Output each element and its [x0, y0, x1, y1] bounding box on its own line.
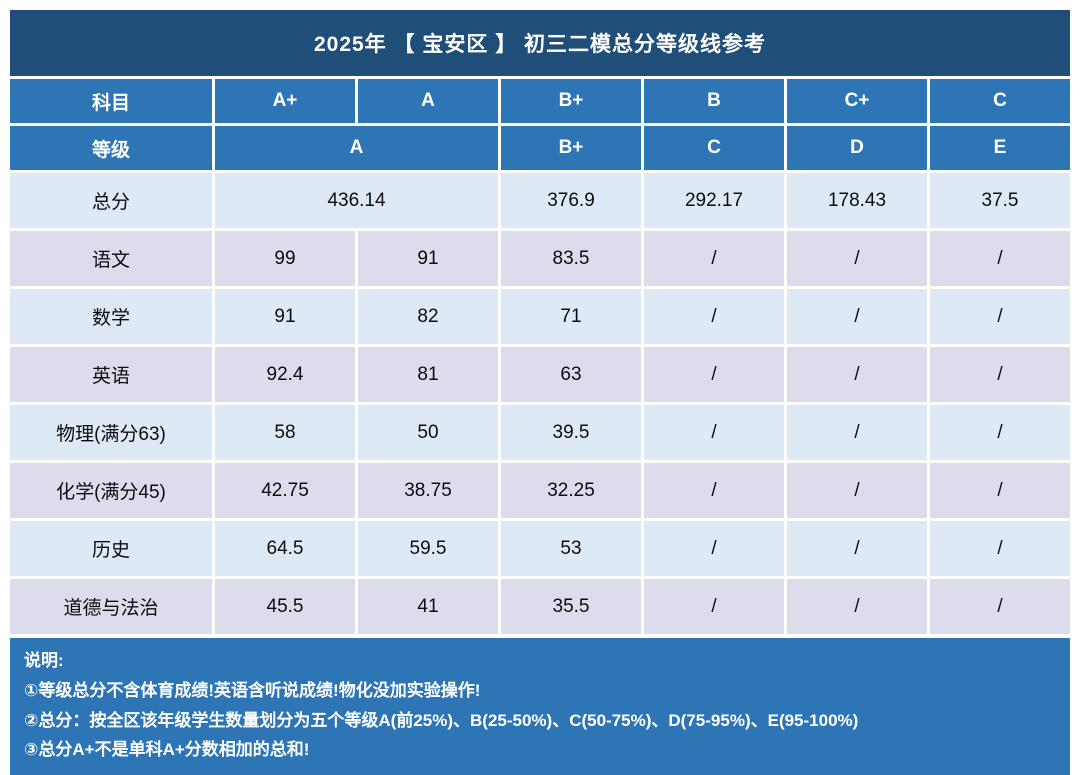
table-cell: 35.5 [501, 579, 641, 634]
table-cell: / [644, 405, 784, 460]
table-cell: 58 [215, 405, 355, 460]
note-line-3: ③总分A+不是单科A+分数相加的总和! [24, 740, 310, 760]
note-line-2: ②总分：按全区该年级学生数量划分为五个等级A(前25%)、B(25-50%)、C… [24, 710, 859, 730]
header-col-c-plus: C+ [787, 79, 927, 123]
table-cell: / [787, 347, 927, 402]
row-label-physics: 物理(满分63) [10, 405, 212, 460]
note-line-1: ①等级总分不含体育成绩!英语含听说成绩!物化没加实验操作! [24, 680, 481, 700]
table-cell: / [644, 347, 784, 402]
header-col-c: C [930, 79, 1070, 123]
table-cell: / [787, 463, 927, 518]
row-label-chemistry: 化学(满分45) [10, 463, 212, 518]
table-cell: 64.5 [215, 521, 355, 576]
grade-table: 科目 A+ A B+ B C+ C 等级 A B+ C D E 总分 436.1… [10, 79, 1070, 634]
header-grade-b-plus: B+ [501, 126, 641, 170]
table-cell: / [930, 463, 1070, 518]
header-grade-e: E [930, 126, 1070, 170]
row-label-chinese: 语文 [10, 231, 212, 286]
table-cell: / [787, 231, 927, 286]
table-cell: 81 [358, 347, 498, 402]
header-col-b: B [644, 79, 784, 123]
table-cell: 71 [501, 289, 641, 344]
table-cell: 436.14 [215, 173, 498, 228]
table-cell: / [930, 347, 1070, 402]
table-cell: 53 [501, 521, 641, 576]
table-cell: / [644, 289, 784, 344]
table-cell: / [787, 405, 927, 460]
notes-panel: 说明: ①等级总分不含体育成绩!英语含听说成绩!物化没加实验操作! ②总分：按全… [10, 638, 1070, 775]
row-label-math: 数学 [10, 289, 212, 344]
table-cell: 63 [501, 347, 641, 402]
table-cell: / [644, 521, 784, 576]
notes-heading: 说明: [24, 651, 64, 670]
row-label-english: 英语 [10, 347, 212, 402]
table-cell: 50 [358, 405, 498, 460]
header-subject-label: 科目 [10, 79, 212, 123]
table-cell: / [644, 579, 784, 634]
page-title: 2025年 【 宝安区 】 初三二模总分等级线参考 [10, 10, 1070, 76]
table-cell: 91 [358, 231, 498, 286]
table-cell: / [930, 521, 1070, 576]
header-grade-label: 等级 [10, 126, 212, 170]
header-grade-a-merged: A [215, 126, 498, 170]
table-cell: 32.25 [501, 463, 641, 518]
header-grade-d: D [787, 126, 927, 170]
table-cell: 42.75 [215, 463, 355, 518]
table-cell: 41 [358, 579, 498, 634]
header-col-b-plus: B+ [501, 79, 641, 123]
row-label-history: 历史 [10, 521, 212, 576]
row-label-total: 总分 [10, 173, 212, 228]
table-cell: / [930, 289, 1070, 344]
table-cell: / [930, 231, 1070, 286]
table-cell: / [930, 405, 1070, 460]
table-cell: / [787, 289, 927, 344]
table-cell: 83.5 [501, 231, 641, 286]
table-cell: 59.5 [358, 521, 498, 576]
table-cell: 91 [215, 289, 355, 344]
table-cell: 39.5 [501, 405, 641, 460]
table-cell: 38.75 [358, 463, 498, 518]
row-label-morality: 道德与法治 [10, 579, 212, 634]
header-grade-c: C [644, 126, 784, 170]
table-cell: 376.9 [501, 173, 641, 228]
table-cell: / [644, 231, 784, 286]
table-cell: / [787, 579, 927, 634]
table-cell: / [644, 463, 784, 518]
table-cell: 82 [358, 289, 498, 344]
table-cell: / [787, 521, 927, 576]
header-col-a: A [358, 79, 498, 123]
table-cell: 99 [215, 231, 355, 286]
table-cell: 178.43 [787, 173, 927, 228]
table-cell: 45.5 [215, 579, 355, 634]
table-cell: / [930, 579, 1070, 634]
table-cell: 37.5 [930, 173, 1070, 228]
table-cell: 292.17 [644, 173, 784, 228]
table-cell: 92.4 [215, 347, 355, 402]
header-col-a-plus: A+ [215, 79, 355, 123]
